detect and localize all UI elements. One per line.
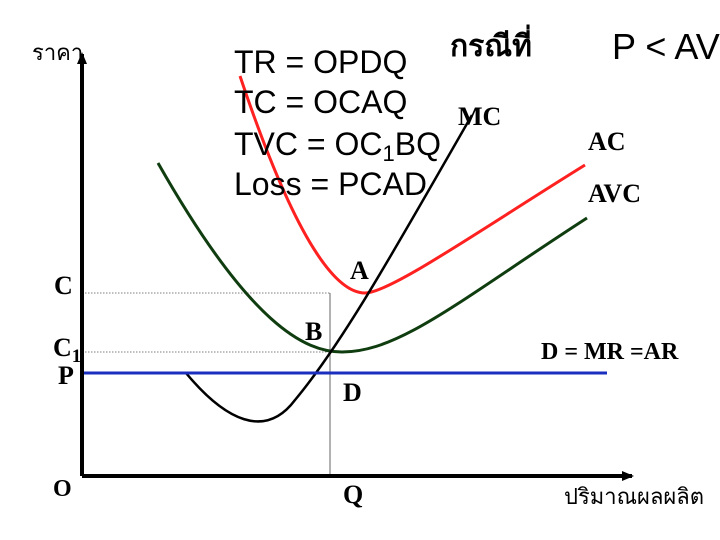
label-point-a: A [350,256,369,285]
x-axis-label: ปริมาณผลผลิต [564,484,704,509]
label-c1: C1 [53,333,81,367]
condition-label: P < AVC [612,26,720,67]
avc-curve [156,162,588,354]
ac-curve [238,75,586,295]
label-point-d: D [343,378,362,407]
y-axis-label: ราคา [32,40,83,65]
label-point-b: B [305,317,322,346]
label-q: Q [343,480,363,509]
mc-curve [185,114,474,423]
label-ac: AC [588,127,626,156]
label-avc: AVC [588,179,641,208]
label-c: C [54,271,73,300]
origin-label: O [53,476,72,502]
label-mc: MC [458,102,501,131]
equation-tc: TC = OCAQ [234,84,407,120]
label-demand: D = MR =AR [541,339,679,365]
case-label: กรณีที่ [450,24,532,63]
equation-tr: TR = OPDQ [234,44,407,80]
label-p: P [58,361,74,390]
equation-tvc: TVC = OC1BQ [234,126,441,166]
equation-loss: Loss = PCAD [234,166,427,202]
